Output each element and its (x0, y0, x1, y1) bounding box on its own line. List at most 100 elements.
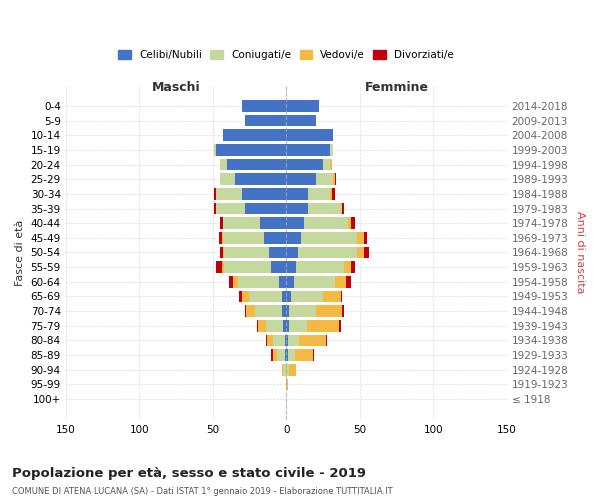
Bar (342, 305, 344, 317)
Bar (235, 174, 286, 185)
Bar (247, 305, 256, 317)
Y-axis label: Fasce di età: Fasce di età (15, 220, 25, 286)
Bar (333, 174, 335, 185)
Bar (266, 334, 267, 346)
Bar (266, 320, 283, 332)
Bar (286, 246, 298, 258)
Bar (348, 218, 351, 229)
Bar (273, 334, 285, 346)
Bar (214, 188, 215, 200)
Bar (220, 174, 235, 185)
Bar (357, 246, 364, 258)
Bar (256, 305, 282, 317)
Bar (286, 188, 308, 200)
Bar (273, 349, 277, 361)
Bar (214, 144, 215, 156)
Bar (286, 144, 331, 156)
Bar (286, 174, 316, 185)
Bar (332, 188, 335, 200)
Bar (250, 290, 282, 302)
Bar (344, 262, 351, 273)
Bar (286, 218, 304, 229)
Bar (316, 305, 342, 317)
Text: Popolazione per età, sesso e stato civile - 2019: Popolazione per età, sesso e stato civil… (12, 468, 366, 480)
Bar (277, 349, 285, 361)
Bar (283, 364, 286, 376)
Bar (221, 232, 223, 243)
Bar (323, 290, 341, 302)
Bar (298, 246, 357, 258)
Bar (313, 349, 314, 361)
Bar (287, 334, 299, 346)
Bar (308, 188, 331, 200)
Bar (271, 349, 273, 361)
Bar (223, 246, 224, 258)
Bar (282, 364, 283, 376)
Bar (257, 320, 258, 332)
Bar (364, 232, 367, 243)
Bar (286, 114, 316, 126)
Bar (283, 320, 286, 332)
Bar (351, 262, 355, 273)
Bar (269, 246, 286, 258)
Bar (242, 188, 286, 200)
Bar (293, 276, 335, 287)
Bar (341, 290, 342, 302)
Bar (224, 246, 269, 258)
Bar (214, 202, 215, 214)
Bar (223, 232, 264, 243)
Bar (233, 276, 238, 287)
Bar (289, 320, 307, 332)
Bar (282, 305, 286, 317)
Bar (279, 276, 286, 287)
Bar (227, 158, 286, 170)
Bar (223, 218, 260, 229)
Bar (289, 364, 296, 376)
Bar (364, 246, 368, 258)
Bar (287, 349, 295, 361)
Bar (295, 349, 313, 361)
Bar (357, 232, 364, 243)
Bar (296, 262, 344, 273)
Bar (331, 144, 333, 156)
Bar (282, 290, 286, 302)
Bar (290, 290, 323, 302)
Bar (229, 276, 233, 287)
Bar (215, 188, 242, 200)
Bar (286, 290, 290, 302)
Bar (331, 158, 332, 170)
Bar (323, 158, 331, 170)
Bar (304, 218, 348, 229)
Text: COMUNE DI ATENA LUCANA (SA) - Dati ISTAT 1° gennaio 2019 - Elaborazione TUTTITAL: COMUNE DI ATENA LUCANA (SA) - Dati ISTAT… (12, 488, 392, 496)
Bar (258, 320, 266, 332)
Bar (238, 276, 279, 287)
Bar (218, 232, 221, 243)
Legend: Celibi/Nubili, Coniugati/e, Vedovi/e, Divorziati/e: Celibi/Nubili, Coniugati/e, Vedovi/e, Di… (115, 46, 457, 63)
Bar (316, 174, 333, 185)
Bar (267, 334, 273, 346)
Bar (245, 305, 247, 317)
Bar (342, 202, 344, 214)
Bar (245, 202, 286, 214)
Bar (286, 202, 308, 214)
Bar (286, 232, 301, 243)
Bar (271, 262, 286, 273)
Bar (285, 349, 286, 361)
Bar (286, 158, 323, 170)
Bar (308, 202, 341, 214)
Bar (215, 144, 286, 156)
Bar (286, 378, 287, 390)
Bar (286, 305, 289, 317)
Bar (326, 334, 328, 346)
Bar (286, 276, 293, 287)
Text: Maschi: Maschi (152, 81, 200, 94)
Text: Femmine: Femmine (364, 81, 428, 94)
Bar (335, 174, 336, 185)
Bar (220, 218, 223, 229)
Bar (301, 232, 357, 243)
Bar (286, 100, 319, 112)
Bar (242, 100, 286, 112)
Bar (286, 349, 287, 361)
Bar (285, 334, 286, 346)
Bar (331, 188, 332, 200)
